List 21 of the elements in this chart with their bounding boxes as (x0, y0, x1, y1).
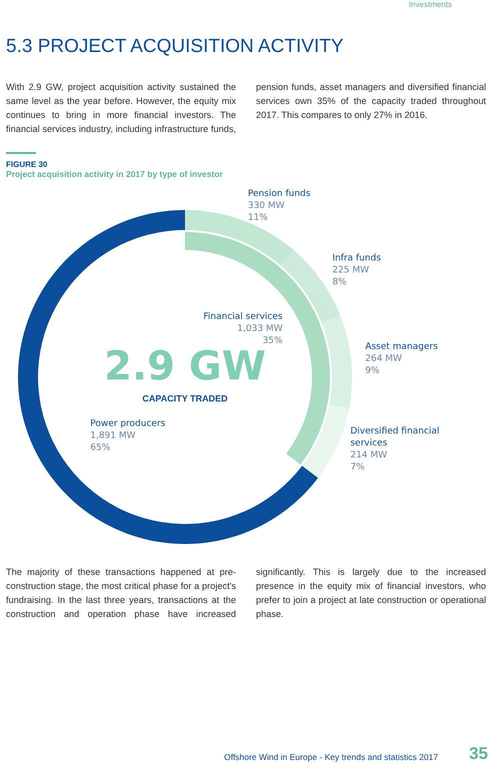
data-label: 1,891 MW 65% (90, 430, 136, 453)
slice-label: Power producers (90, 418, 166, 429)
slice-label: Infra funds (332, 254, 382, 264)
text: Financial services (203, 310, 283, 323)
text: 35 (469, 744, 488, 764)
text: Investments (408, 0, 452, 9)
data-label: 330 MW 11% (248, 201, 285, 224)
data-label: 214 MW 7% (350, 450, 388, 472)
chart-subtitle: FIGURE 30 (6, 160, 48, 169)
text: The majority of these transactions happened at pre-construction stage, the most critical phase for a project's fundraising. In the last three years, transactions at the construction and operation phase have increased significantly. This is largely due to the increased presence in the equity mix of financial investors, who prefer to join a project at late construction or operational phase. (6, 567, 486, 619)
text: 5.3 PROJECT ACQUISITION ACTIVITY (6, 36, 344, 58)
text: Offshore Wind in Europe - Key trends and statistics 2017 (224, 752, 438, 762)
slice-label: Asset managers (365, 342, 438, 352)
text: CAPACITY TRADED (142, 393, 228, 404)
chart-title: Project acquisition activity in 2017 by type of investor (6, 169, 223, 179)
text: 1,033 MW (236, 322, 283, 335)
text: With 2.9 GW, project acquisition activity sustained the same level as the year before. However, the equity mix continues to bring in more financial investors. The financial services industry, including infrastructure funds, pension funds, asset managers and diversified financial services own 35% of the capacity traded throughout 2017. This compares to only 27% in 2016. (6, 82, 486, 134)
slice-label: Pension funds (248, 189, 311, 200)
data-label: 264 MW 9% (365, 354, 402, 376)
data-label: 225 MW 8% (332, 266, 370, 288)
slice-label: Diversified financial services (350, 426, 440, 448)
